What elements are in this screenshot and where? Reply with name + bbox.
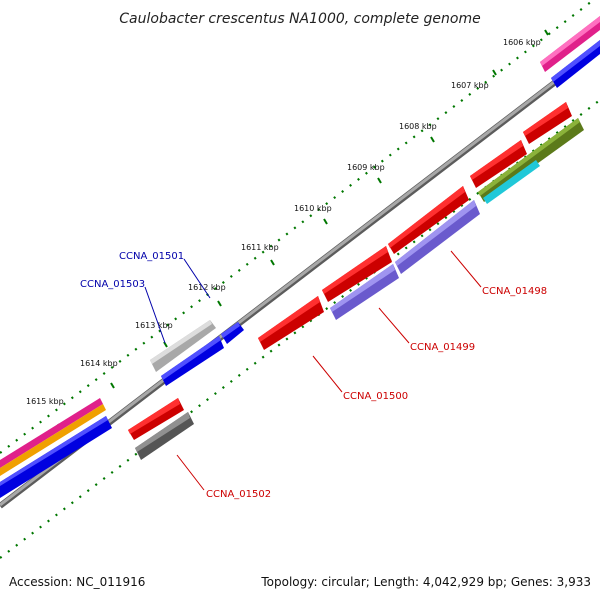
- feature-gray-highlight: [135, 412, 190, 452]
- feature-ccna-01500-highlight: [258, 296, 320, 342]
- map-title: Caulobacter crescentus NA1000, complete …: [119, 11, 480, 27]
- major-tick: [430, 136, 435, 143]
- tick-label: 1610 kbp: [294, 204, 332, 213]
- genome-summary-text: Topology: circular; Length: 4,042,929 bp…: [260, 575, 591, 589]
- major-tick: [492, 69, 497, 76]
- outer-tick-dots: [0, 0, 596, 454]
- outer-tick-track: [0, 0, 596, 454]
- leader-ccna-01498: [450, 250, 482, 288]
- feature-ccna-01498-highlight: [395, 200, 476, 266]
- feature-olive-highlight: [478, 118, 580, 196]
- accession-text: Accession: NC_011916: [9, 575, 145, 589]
- reverse-feature-track: [128, 102, 584, 460]
- tick-labels: 1606 kbp 1607 kbp 1608 kbp 1609 kbp 1610…: [26, 38, 541, 406]
- feature-blue: [0, 416, 112, 498]
- major-tick: [323, 218, 328, 225]
- leader-ccna-01500: [312, 355, 343, 393]
- tick-label: 1613 kbp: [135, 321, 173, 330]
- gene-label-ccna-01501[interactable]: CCNA_01501: [119, 251, 184, 262]
- leader-ccna-01502: [176, 454, 205, 491]
- leader-ccna-01503: [144, 286, 166, 344]
- feature-ccna-01499-highlight: [330, 264, 395, 312]
- tick-label: 1608 kbp: [399, 122, 437, 131]
- feature-light-gray: [150, 320, 216, 372]
- major-tick: [217, 300, 222, 307]
- major-tick: [544, 29, 549, 36]
- gene-label-ccna-01499[interactable]: CCNA_01499: [410, 342, 475, 353]
- feature-orange: [0, 404, 106, 476]
- feature-red-highlight: [322, 246, 388, 294]
- feature-olive: [478, 118, 584, 202]
- feature-blue-highlight: [161, 336, 221, 380]
- major-tick: [270, 259, 275, 266]
- feature-pink: [0, 398, 103, 468]
- gene-label-ccna-01503[interactable]: CCNA_01503: [80, 279, 145, 290]
- feature-cyan: [483, 160, 540, 204]
- gene-label-ccna-01502[interactable]: CCNA_01502: [206, 489, 271, 500]
- gene-label-ccna-01500[interactable]: CCNA_01500: [343, 391, 408, 402]
- tick-label: 1607 kbp: [451, 81, 489, 90]
- gene-label-leaders: [144, 250, 482, 491]
- gene-labels: CCNA_01498 CCNA_01499 CCNA_01500 CCNA_01…: [80, 251, 547, 500]
- tick-label: 1606 kbp: [503, 38, 541, 47]
- tick-label: 1612 kbp: [188, 283, 226, 292]
- tick-label: 1611 kbp: [241, 243, 279, 252]
- tick-label: 1609 kbp: [347, 163, 385, 172]
- major-tick: [110, 382, 115, 389]
- feature-pink-highlight: [540, 16, 600, 66]
- tick-label: 1615 kbp: [26, 397, 64, 406]
- leader-ccna-01501: [183, 258, 211, 299]
- feature-blue-small: [221, 322, 244, 344]
- feature-red-highlight: [470, 140, 523, 180]
- tick-label: 1614 kbp: [80, 359, 118, 368]
- gene-label-ccna-01498[interactable]: CCNA_01498: [482, 286, 547, 297]
- feature-red-highlight: [388, 186, 465, 248]
- feature-red-highlight: [523, 102, 568, 136]
- feature-blue-highlight: [551, 40, 600, 82]
- forward-feature-track: [0, 16, 600, 498]
- feature-ccna-01502-highlight: [128, 398, 180, 434]
- feature-light-gray-highlight: [150, 320, 212, 364]
- leader-ccna-01499: [378, 307, 410, 344]
- major-tick: [377, 177, 382, 184]
- feature-blue-highlight: [0, 416, 108, 486]
- feature-blue-small-highlight: [221, 322, 240, 338]
